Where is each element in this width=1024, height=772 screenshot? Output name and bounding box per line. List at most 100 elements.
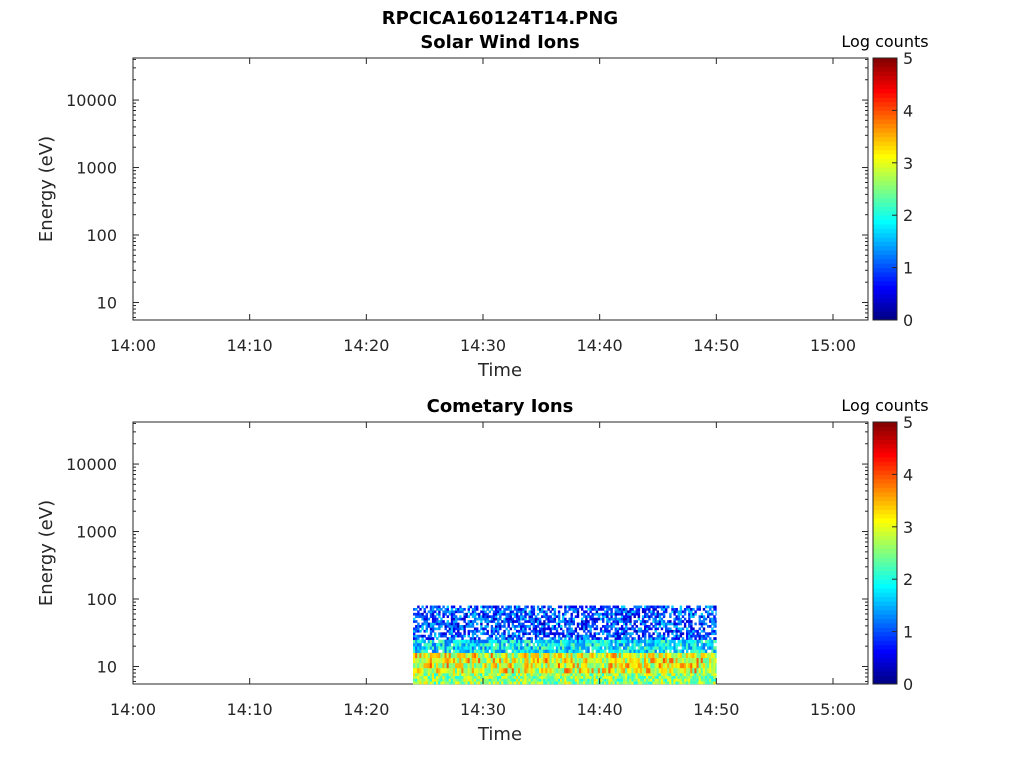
spectrogram-cell <box>656 681 659 685</box>
spectrogram-cell <box>431 649 435 654</box>
spectrogram-cell <box>713 667 716 674</box>
spectrogram-cell <box>434 622 437 626</box>
spectrogram-cell <box>473 615 477 619</box>
spectrogram-cell <box>555 652 559 659</box>
spectrogram-cell <box>413 639 416 644</box>
spectrogram-cell <box>436 681 439 685</box>
spectrogram-cell <box>539 657 542 664</box>
spectrogram-cell <box>562 646 565 650</box>
spectrogram-cell <box>549 678 552 682</box>
spectrogram-cell <box>471 652 475 659</box>
spectrogram-cell <box>679 642 683 647</box>
spectrogram-cell <box>711 652 714 659</box>
spectrogram-cell <box>616 681 620 685</box>
spectrogram-cell <box>646 605 649 609</box>
spectrogram-cell <box>591 667 594 674</box>
spectrogram-cell <box>581 607 584 611</box>
spectrogram-cell <box>572 662 575 669</box>
spectrogram-cell <box>665 681 668 685</box>
spectrogram-cell <box>652 657 655 664</box>
spectrogram-cell <box>503 681 506 685</box>
spectrogram-cell <box>503 632 506 636</box>
spectrogram-cell <box>702 642 706 647</box>
spectrogram-cell <box>606 605 609 609</box>
colorbar-segment <box>873 483 897 488</box>
spectrogram-cell <box>478 642 481 647</box>
spectrogram-cell <box>578 681 582 685</box>
spectrogram-cell <box>417 605 420 609</box>
spectrogram-cell <box>614 657 617 664</box>
spectrogram-cell <box>669 646 672 650</box>
colorbar-tick-label: 1 <box>903 623 913 642</box>
spectrogram-cell <box>578 639 582 644</box>
colorbar-segment <box>873 430 897 436</box>
spectrogram-cell <box>541 637 544 640</box>
spectrogram-cell <box>635 681 638 685</box>
spectrogram-cell <box>564 642 567 647</box>
spectrogram-cell <box>633 612 636 616</box>
spectrogram-cell <box>507 634 510 638</box>
spectrogram-cell <box>593 605 596 609</box>
spectrogram-cell <box>656 657 659 664</box>
spectrogram-cell <box>713 625 716 628</box>
spectrogram-cell <box>438 652 441 659</box>
spectrogram-cell <box>595 639 599 644</box>
spectrogram-cell <box>669 627 672 631</box>
spectrogram-cell <box>423 675 426 679</box>
spectrogram-cell <box>635 629 638 633</box>
spectrogram-cell <box>713 657 716 664</box>
spectrogram-cell <box>606 607 609 611</box>
spectrogram-cell <box>662 649 666 654</box>
spectrogram-cell <box>436 642 439 647</box>
spectrogram-cell <box>641 652 645 659</box>
spectrogram-cell <box>522 625 525 628</box>
spectrogram-cell <box>473 637 477 640</box>
spectrogram-cell <box>623 681 626 685</box>
spectrogram-cell <box>574 662 578 669</box>
spectrogram-cell <box>505 652 508 659</box>
spectrogram-cell <box>612 652 615 659</box>
spectrogram-cell <box>639 662 643 669</box>
spectrogram-cell <box>648 632 651 636</box>
spectrogram-cell <box>511 675 515 679</box>
spectrogram-cell <box>463 652 466 659</box>
spectrogram-cell <box>604 681 607 685</box>
spectrogram-cell <box>524 652 527 659</box>
spectrogram-cell <box>692 657 695 664</box>
spectrogram-cell <box>490 620 494 623</box>
spectrogram-cell <box>694 634 697 638</box>
spectrogram-cell <box>557 632 561 636</box>
spectrogram-cell <box>501 667 504 674</box>
spectrogram-cell <box>440 678 443 682</box>
spectrogram-cell <box>570 678 573 682</box>
spectrogram-cell <box>490 627 494 631</box>
spectrogram-cell <box>671 681 674 685</box>
spectrogram-cell <box>438 607 441 611</box>
spectrogram-cell <box>553 637 557 640</box>
spectrogram-cell <box>551 625 554 628</box>
spectrogram-cell <box>486 675 489 679</box>
spectrogram-cell <box>534 627 538 631</box>
spectrogram-cell <box>711 673 714 677</box>
spectrogram-cell <box>627 681 630 685</box>
spectrogram-cell <box>662 610 666 614</box>
spectrogram-cell <box>681 667 685 674</box>
spectrogram-cell <box>534 657 538 664</box>
spectrogram-cell <box>641 607 645 611</box>
spectrogram-cell <box>536 652 540 659</box>
spectrogram-cell <box>494 662 498 669</box>
spectrogram-cell <box>644 634 647 638</box>
spectrogram-cell <box>494 681 498 685</box>
spectrogram-cell <box>646 646 649 650</box>
spectrogram-cell <box>503 634 506 638</box>
spectrogram-cell <box>555 678 559 682</box>
spectrogram-cell <box>436 675 439 679</box>
spectrogram-cell <box>486 637 489 640</box>
x-tick-label: 14:10 <box>227 700 273 719</box>
spectrogram-cell <box>526 625 529 628</box>
spectrogram-cell <box>524 629 527 633</box>
spectrogram-cell <box>702 662 706 669</box>
spectrogram-cell <box>518 649 521 654</box>
spectrogram-cell <box>513 675 517 679</box>
spectrogram-cell <box>549 662 552 669</box>
